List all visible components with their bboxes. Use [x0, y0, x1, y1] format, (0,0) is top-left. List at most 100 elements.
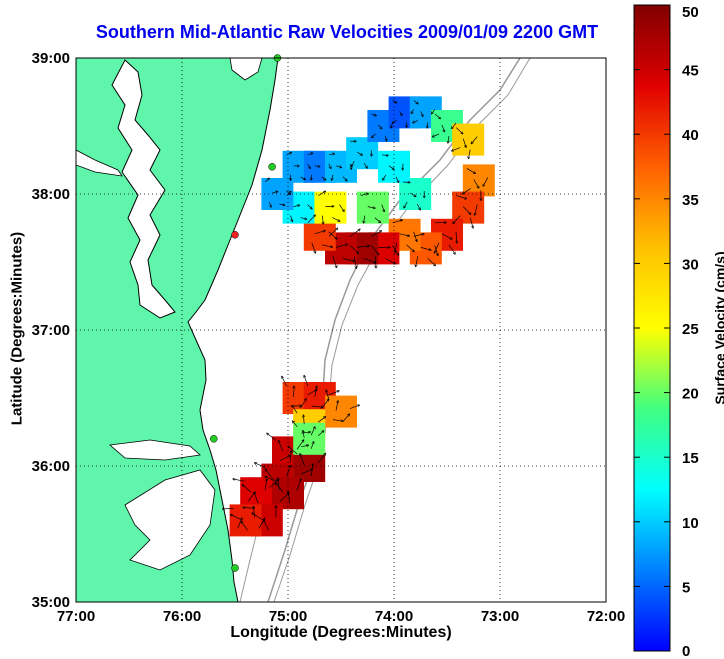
velocity-vector [388, 165, 394, 169]
velocity-vector [381, 204, 384, 212]
velocity-cell [293, 450, 326, 482]
colorbar-tick-label: 10 [682, 515, 699, 532]
velocity-vector [300, 454, 305, 466]
velocity-vector [311, 174, 312, 180]
radar-station-marker [210, 435, 218, 443]
velocity-vector [453, 215, 461, 224]
velocity-vector [462, 138, 466, 148]
velocity-vector [286, 152, 292, 156]
chesapeake-bay [111, 59, 176, 319]
velocity-vector [455, 127, 463, 134]
colorbar-tick-label: 20 [682, 386, 699, 403]
velocity-vector [318, 191, 325, 196]
velocity-vector [349, 229, 360, 237]
map-grid [76, 58, 606, 602]
velocity-vector [303, 431, 304, 438]
velocity-vector [282, 376, 287, 387]
y-tick-label: 36:00 [32, 458, 70, 475]
velocity-vector [483, 177, 489, 186]
velocity-vector [300, 176, 306, 180]
velocity-vector [307, 204, 312, 209]
velocity-vector [265, 178, 269, 183]
velocity-vector [452, 147, 461, 151]
velocity-vector [314, 166, 320, 167]
x-tick-label: 76:00 [163, 608, 201, 625]
velocity-vector [371, 114, 376, 116]
velocity-vector [399, 111, 402, 115]
delaware-bay [229, 58, 263, 81]
velocity-vector [433, 133, 440, 137]
velocity-vector [233, 479, 245, 482]
velocity-vector [296, 479, 301, 491]
velocity-vector [314, 386, 317, 398]
velocity-vector [448, 135, 449, 143]
velocity-vector [456, 195, 466, 199]
velocity-vector [468, 149, 471, 159]
velocity-vector [307, 153, 313, 155]
x-axis-label: Longitude (Degrees:Minutes) [230, 624, 452, 641]
velocity-vector [471, 136, 478, 144]
velocity-vector [223, 508, 234, 509]
velocity-vector [360, 193, 368, 196]
velocity-vector [335, 244, 347, 248]
velocity-vector [307, 390, 317, 396]
velocity-vector [463, 188, 471, 193]
velocity-vector [357, 246, 369, 248]
velocity-vector [311, 242, 316, 253]
map-title: Southern Mid-Atlantic Raw Velocities 200… [95, 22, 599, 42]
velocity-vector [427, 122, 428, 127]
velocity-vector [279, 493, 289, 502]
velocity-vector [393, 120, 397, 123]
velocity-vector [269, 201, 271, 207]
velocity-vector [466, 168, 475, 173]
velocity-vector [434, 242, 440, 253]
y-tick-label: 37:00 [32, 322, 70, 339]
velocity-vector [326, 390, 330, 400]
velocity-vector [406, 244, 414, 252]
velocity-vector [328, 163, 331, 169]
radar-station-marker [268, 163, 276, 171]
velocity-vector [279, 204, 284, 205]
velocity-vector [301, 469, 312, 475]
velocity-vector [311, 406, 323, 407]
x-tick-label: 72:00 [587, 608, 625, 625]
velocity-vector [370, 245, 379, 254]
velocity-vector [416, 203, 420, 210]
velocity-vector [265, 469, 273, 479]
velocity-vector [420, 111, 423, 116]
velocity-vector [332, 217, 339, 222]
velocity-vector [321, 244, 332, 247]
velocity-cell [325, 395, 357, 428]
velocity-vector [243, 485, 252, 493]
y-tick-label: 35:00 [32, 594, 70, 611]
velocity-vector [317, 417, 325, 423]
colorbar-label: Surface Velocity (cm/s) [712, 251, 724, 405]
colorbar-tick-label: 45 [682, 63, 699, 80]
velocity-vector [392, 245, 398, 255]
velocity-vector [322, 215, 323, 224]
velocity-vectors [223, 100, 489, 531]
velocity-vector [269, 480, 278, 488]
x-tick-label: 77:00 [57, 608, 95, 625]
velocity-vector [385, 135, 386, 141]
velocity-vector [413, 120, 418, 122]
velocity-vector [411, 109, 414, 113]
velocity-vector [332, 419, 343, 421]
velocity-cell [462, 164, 495, 197]
velocity-vector [292, 406, 298, 414]
velocity-vector [342, 258, 354, 261]
colorbar-tick-label: 50 [682, 4, 699, 21]
x-tick-label: 74:00 [375, 608, 413, 625]
sound-albemarle [109, 439, 201, 461]
velocity-vector [286, 190, 290, 195]
velocity-vector [279, 441, 284, 452]
velocity-vector [300, 217, 307, 220]
velocity-vector [317, 431, 323, 437]
velocity-vector [427, 258, 435, 265]
velocity-vector [307, 215, 315, 224]
velocity-vector [303, 415, 304, 425]
velocity-vector [276, 483, 284, 493]
velocity-vector [410, 192, 415, 196]
velocity-vector [310, 442, 313, 449]
